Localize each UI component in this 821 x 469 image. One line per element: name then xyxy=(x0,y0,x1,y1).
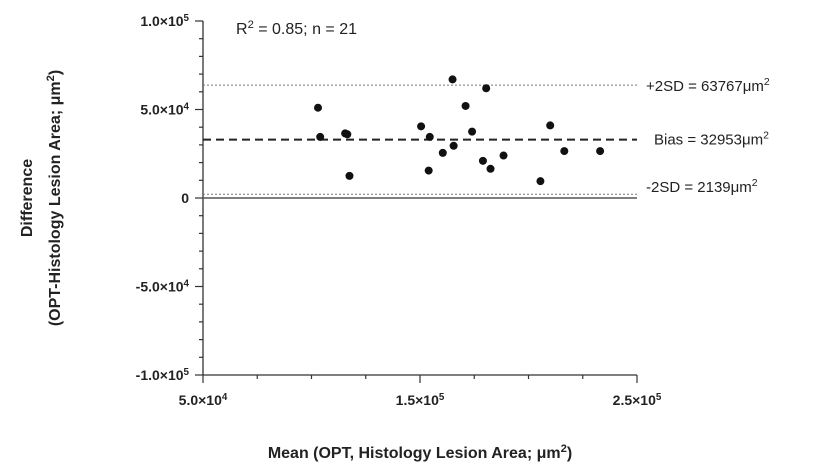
data-point xyxy=(596,147,605,156)
data-point xyxy=(424,166,433,175)
x-axis-title: Mean (OPT, Histology Lesion Area; μm2) xyxy=(268,443,572,462)
data-point xyxy=(345,171,354,180)
y-tick-label: -5.0×104 xyxy=(136,278,190,295)
data-point xyxy=(314,103,323,112)
y-tick-label: 5.0×104 xyxy=(140,101,189,118)
y-axis-title-line2: (OPT-Histology Lesion Area; μm2) xyxy=(45,70,64,326)
data-point xyxy=(499,151,508,160)
y-tick-label: 1.0×105 xyxy=(140,13,189,30)
data-point xyxy=(316,132,325,141)
data-point xyxy=(448,75,457,84)
data-point xyxy=(343,130,352,139)
data-point xyxy=(425,132,434,141)
data-point xyxy=(461,101,470,110)
reference-label-upper: +2SD = 63767μm2 xyxy=(646,76,770,95)
data-point xyxy=(560,147,569,156)
data-point xyxy=(536,177,545,186)
data-point xyxy=(546,121,555,130)
data-point xyxy=(478,156,487,165)
data-point xyxy=(449,141,458,150)
data-point xyxy=(438,148,447,157)
x-tick-label: 5.0×104 xyxy=(179,392,228,409)
y-axis-title-line1: Difference xyxy=(19,159,36,237)
x-tick-label: 2.5×105 xyxy=(613,392,662,409)
data-point xyxy=(486,164,495,173)
reference-label-lower: -2SD = 2139μm2 xyxy=(646,177,758,196)
stats-annotation: R2 = 0.85; n = 21 xyxy=(236,19,357,38)
reference-label-bias: Bias = 32953μm2 xyxy=(654,130,769,149)
y-tick-label: 0 xyxy=(181,190,189,206)
x-tick-label: 1.5×105 xyxy=(396,392,445,409)
data-point xyxy=(468,127,477,136)
y-tick-label: -1.0×105 xyxy=(136,367,190,384)
data-point xyxy=(482,84,491,93)
data-point xyxy=(417,122,426,131)
